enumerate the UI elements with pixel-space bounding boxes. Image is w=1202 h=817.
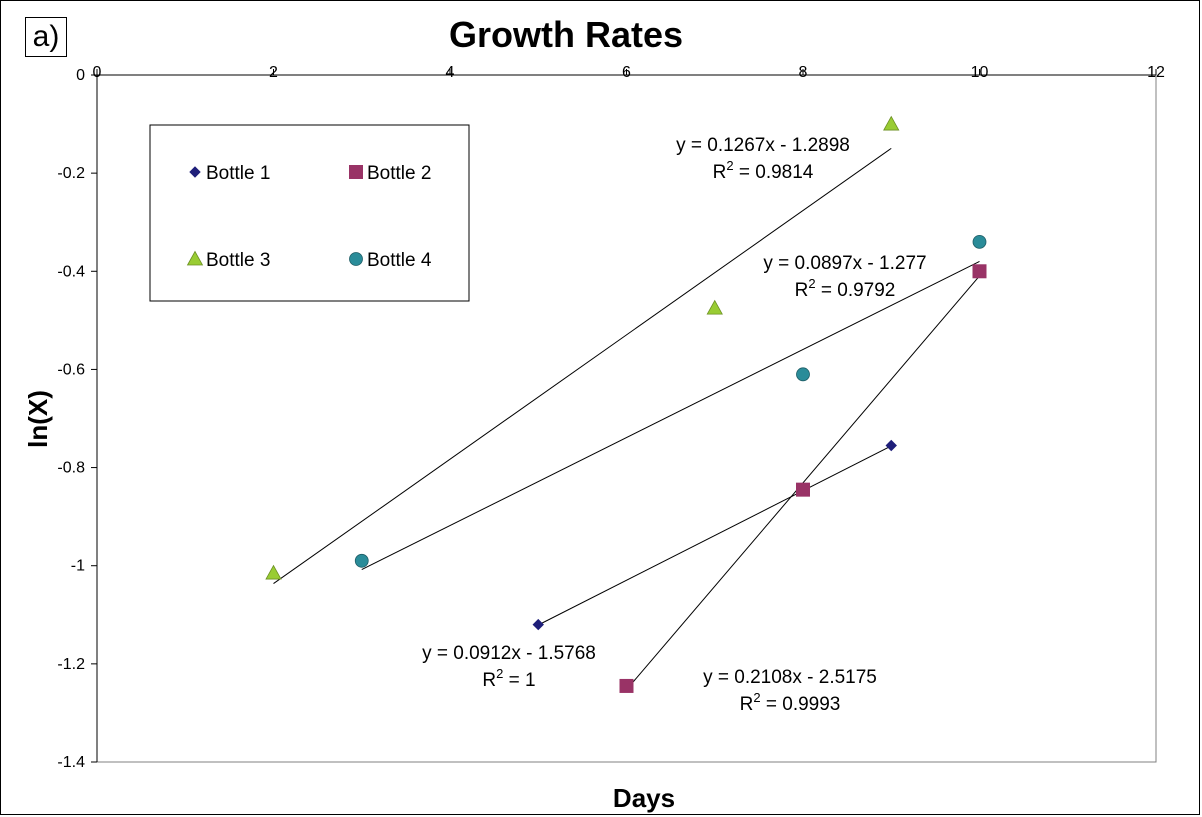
legend-label: Bottle 4 (367, 250, 432, 271)
data-point (354, 553, 369, 568)
data-point (972, 264, 987, 279)
x-tick-label: 6 (622, 64, 631, 81)
x-tick-label: 4 (446, 64, 455, 81)
trendline-equation: y = 0.2108x - 2.5175 (703, 667, 877, 688)
y-tick-label: -1.2 (57, 656, 85, 673)
legend-label: Bottle 3 (206, 250, 270, 271)
x-tick-label: 10 (971, 64, 989, 81)
legend: Bottle 1 Bottle 2 Bottle 3 Bottle 4 (149, 124, 470, 302)
data-point (619, 678, 634, 693)
legend-marker (349, 165, 363, 179)
data-point (532, 618, 544, 631)
y-axis: 0 -0.2 -0.4 -0.6 -0.8 -1 -1.2 -1.4 (57, 67, 98, 771)
data-point (706, 299, 723, 315)
x-tick-label: 0 (93, 64, 102, 81)
x-tick-label: 2 (269, 64, 278, 81)
legend-marker (189, 166, 201, 178)
y-tick-label: -0.8 (57, 460, 85, 477)
trendline-r-squared: R2 = 0.9993 (740, 690, 841, 715)
legend-label: Bottle 2 (367, 163, 431, 184)
x-tick-label: 8 (799, 64, 808, 81)
trendline-equation: y = 0.0912x - 1.5768 (422, 643, 596, 664)
x-tick-label: 12 (1147, 64, 1165, 81)
x-axis: 0 2 4 6 8 10 12 (93, 64, 1165, 81)
data-point (265, 564, 282, 580)
data-point (883, 115, 900, 131)
data-point (972, 234, 987, 249)
y-tick-label: -1 (71, 558, 85, 575)
trendline-r-squared: R2 = 0.9792 (795, 276, 896, 301)
data-point (885, 439, 897, 452)
y-tick-label: 0 (76, 67, 85, 84)
panel-label: a) (25, 17, 67, 57)
trendline-r-squared: R2 = 0.9814 (713, 158, 814, 183)
trendline-equation: y = 0.0897x - 1.277 (763, 253, 926, 274)
data-point (796, 367, 810, 382)
y-tick-label: -0.4 (57, 263, 85, 280)
data-markers (265, 115, 987, 693)
trendline-r-squared: R2 = 1 (482, 666, 535, 691)
legend-label: Bottle 1 (206, 163, 270, 184)
legend-box (149, 124, 470, 302)
y-axis-title: ln(X) (23, 390, 53, 448)
x-axis-title: Days (613, 783, 675, 813)
chart-title: Growth Rates (448, 14, 684, 55)
trendline-3 (273, 147, 892, 584)
y-tick-label: -0.6 (57, 361, 85, 378)
data-point (796, 482, 810, 497)
legend-marker (349, 252, 363, 266)
trendline-1 (538, 445, 892, 626)
y-tick-label: -0.2 (57, 165, 85, 182)
legend-marker (186, 250, 204, 266)
y-tick-label: -1.4 (57, 754, 85, 771)
trendline-4 (361, 261, 980, 571)
trendline-equation: y = 0.1267x - 1.2898 (676, 135, 850, 156)
